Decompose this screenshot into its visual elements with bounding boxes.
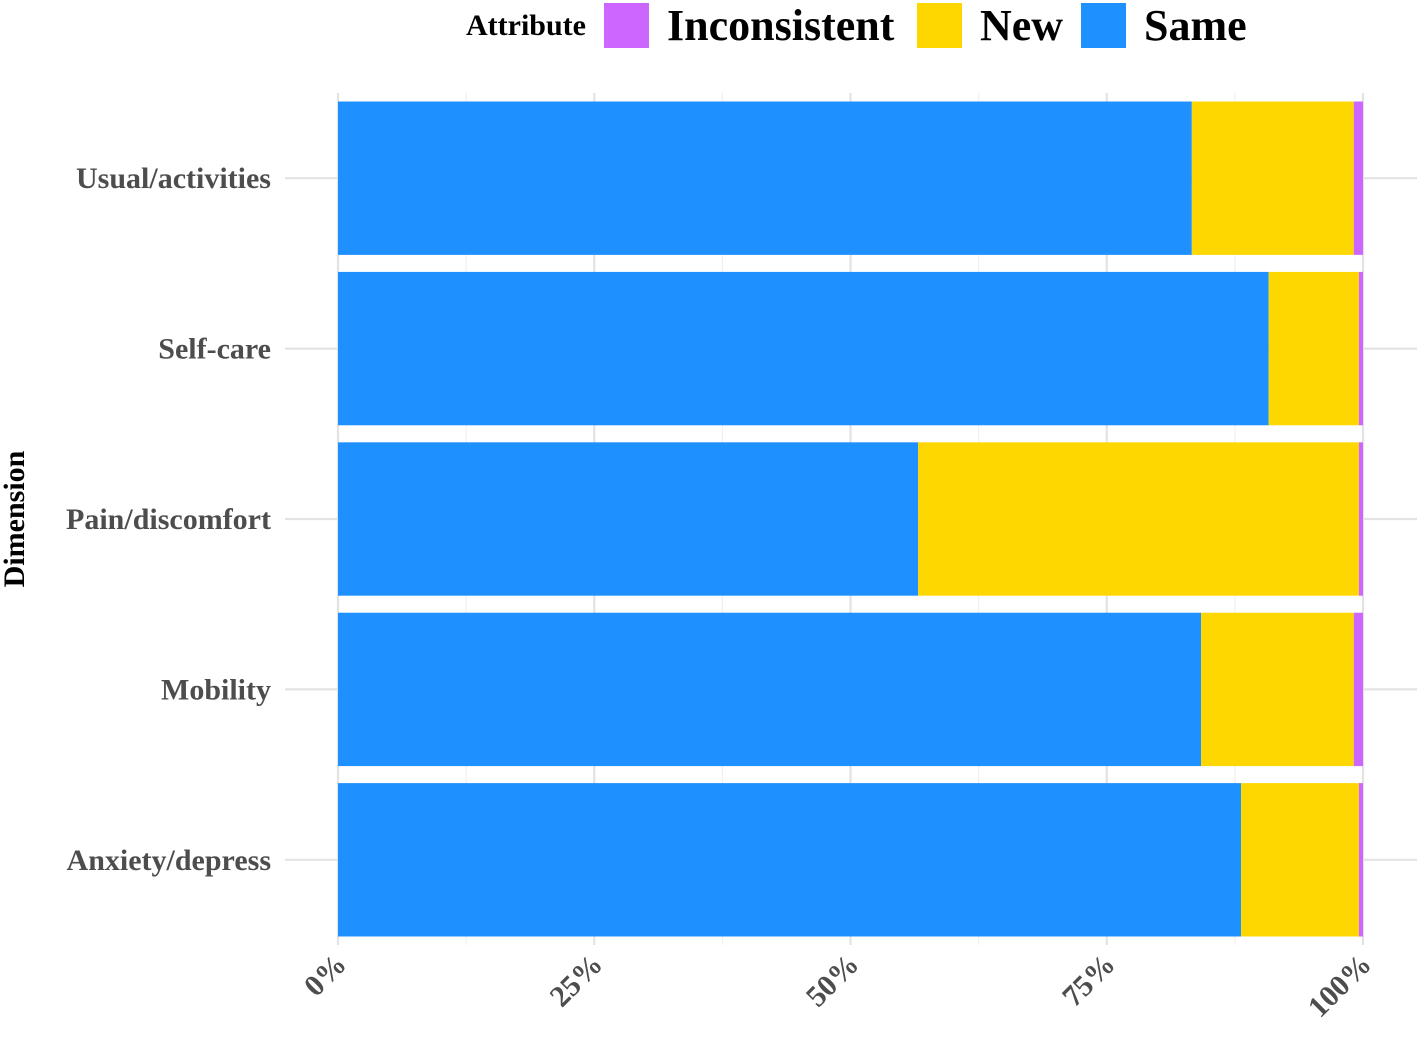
x-tick-label: 75% (1056, 948, 1122, 1014)
legend-key-new (917, 3, 962, 48)
bar-new-anxiety-depress (1241, 783, 1359, 937)
bar-inconsistent-usual-activities (1353, 101, 1363, 255)
x-tick-label: 0% (298, 948, 353, 1003)
bar-inconsistent-self-care (1358, 271, 1363, 426)
y-tick-label: Usual/activities (76, 162, 271, 195)
bar-new-mobility (1201, 612, 1354, 767)
legend-label-new: New (980, 1, 1063, 50)
legend-key-same (1081, 3, 1126, 48)
legend: Attribute Inconsistent New Same (466, 1, 1247, 50)
y-tick-label: Self-care (158, 333, 271, 366)
bar-same-anxiety-depress (338, 783, 1242, 937)
bar-same-mobility (338, 612, 1202, 767)
bars (338, 101, 1363, 937)
bar-inconsistent-mobility (1353, 612, 1363, 767)
legend-key-inconsistent (604, 3, 649, 48)
y-tick-labels: Usual/activities Self-care Pain/discomfort… (66, 162, 271, 877)
x-tick-labels: 0% 25% 50% 75% 100% (298, 948, 1378, 1024)
bar-same-usual-activities (338, 101, 1192, 255)
y-tick-label: Mobility (161, 673, 271, 706)
legend-label-inconsistent: Inconsistent (667, 1, 895, 50)
y-axis-label: Dimension (0, 450, 31, 587)
y-tick-label: Anxiety/depress (67, 844, 271, 877)
bar-new-pain-discomfort (918, 442, 1359, 596)
legend-title: Attribute (466, 9, 586, 42)
x-tick-label: 25% (543, 948, 609, 1014)
x-tick-label: 50% (800, 948, 866, 1014)
bar-inconsistent-pain-discomfort (1358, 442, 1363, 596)
bar-same-pain-discomfort (338, 442, 919, 596)
x-tick-label: 100% (1302, 948, 1378, 1024)
y-tick-label: Pain/discomfort (66, 503, 271, 536)
bar-new-self-care (1268, 271, 1359, 426)
bar-new-usual-activities (1191, 101, 1354, 255)
bar-same-self-care (338, 271, 1269, 426)
legend-label-same: Same (1144, 1, 1247, 50)
bar-inconsistent-anxiety-depress (1358, 783, 1363, 937)
